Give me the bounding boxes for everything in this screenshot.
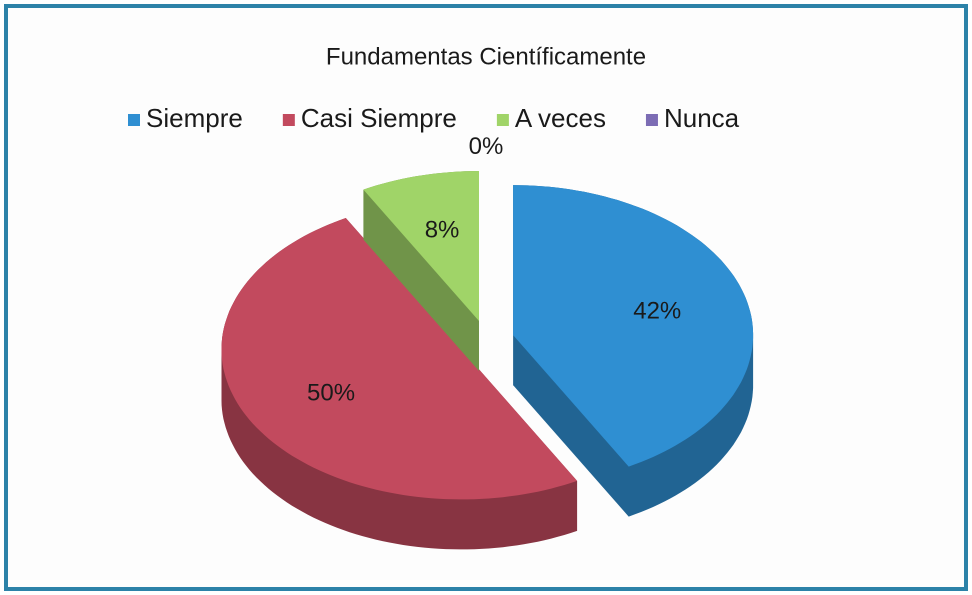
pie-slice [513,185,754,517]
legend-label: Nunca [664,103,740,133]
pie-slice [221,218,578,550]
data-label: 50% [307,380,355,407]
pie-slice [363,171,479,371]
data-label: 42% [633,297,681,324]
pie-slice-top [513,185,754,467]
legend-swatch [282,114,295,126]
data-label: 0% [469,133,504,160]
pie-slice-top [221,218,578,500]
legend-label: Casi Siempre [301,103,457,133]
data-label: 8% [425,216,460,243]
legend-swatch [496,114,509,126]
chart-title: Fundamentas Científicamente [326,43,646,70]
legend-swatch [645,114,658,126]
legend-label: Siempre [146,103,243,133]
pie-slice-top [363,171,479,321]
legend-swatch [128,114,140,126]
legend-label: A veces [515,103,606,133]
